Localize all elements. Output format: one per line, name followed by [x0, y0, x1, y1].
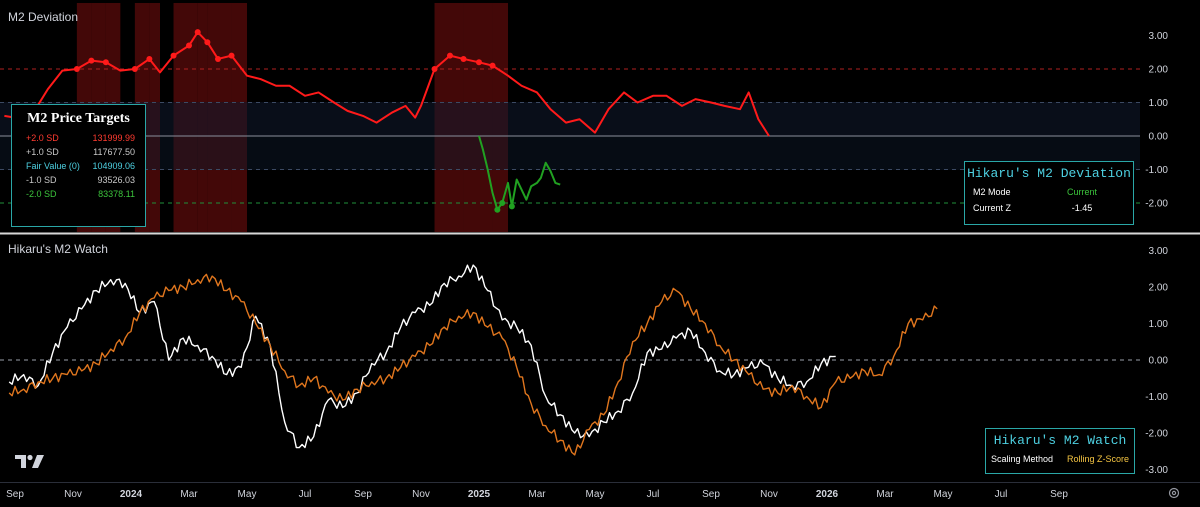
- deviation-series: [4, 29, 770, 213]
- gear-icon[interactable]: [1168, 487, 1180, 499]
- x-tick-label: Sep: [354, 489, 372, 500]
- price-target-row: Fair Value (0) 104909.06: [12, 159, 145, 173]
- price-target-row: -1.0 SD 93526.03: [12, 173, 145, 187]
- deviation-point: [489, 62, 496, 69]
- y-tick-label: -1.00: [1145, 165, 1168, 176]
- x-tick-label: Nov: [760, 489, 778, 500]
- deviation-point: [215, 55, 221, 62]
- tradingview-logo-icon[interactable]: [14, 452, 46, 470]
- price-target-label: -1.0 SD: [26, 175, 57, 185]
- deviation-point: [228, 52, 235, 59]
- scaling-method-value: Rolling Z-Score: [1066, 454, 1129, 464]
- watch-line: [8, 273, 938, 456]
- x-tick-label: Sep: [702, 489, 720, 500]
- x-tick-label: May: [238, 489, 257, 500]
- price-target-label: +1.0 SD: [26, 147, 59, 157]
- watch-series: [8, 264, 938, 456]
- deviation-point: [73, 66, 80, 72]
- y-tick-label: 2.00: [1149, 283, 1169, 294]
- price-target-label: -2.0 SD: [26, 189, 57, 199]
- price-target-label: +2.0 SD: [26, 133, 59, 143]
- x-tick-label: Nov: [412, 489, 430, 500]
- x-tick-label: May: [586, 489, 605, 500]
- y-tick-label: 1.00: [1149, 98, 1169, 109]
- watch-info-table: Hikaru's M2 Watch Scaling Method Rolling…: [985, 428, 1135, 474]
- x-tick-label: Jul: [299, 489, 312, 500]
- x-tick-label: May: [934, 489, 953, 500]
- x-tick-label: Nov: [64, 489, 82, 500]
- price-target-value: 104909.06: [92, 161, 135, 171]
- lower-band-shade: [0, 136, 1140, 170]
- time-axis[interactable]: Sep Nov 2024 Mar May Jul Sep Nov 2025 Mar May Jul Se…: [6, 489, 1068, 500]
- x-tick-label: Mar: [528, 489, 546, 500]
- deviation-info-title: Hikaru's M2 Deviation: [967, 166, 1131, 181]
- price-target-row: +1.0 SD 117677.50: [12, 145, 145, 159]
- x-tick-label: Sep: [1050, 489, 1068, 500]
- y-tick-label: 0.00: [1149, 132, 1169, 143]
- y-tick-label: -3.00: [1145, 465, 1168, 476]
- price-targets-table: M2 Price Targets +2.0 SD 131999.99 +1.0 SD…: [11, 104, 146, 227]
- price-target-row: +2.0 SD 131999.99: [12, 131, 145, 145]
- deviation-point: [194, 29, 201, 36]
- deviation-y-axis: 3.00 2.00 1.00 0.00 -1.00 -2.00: [1145, 31, 1168, 210]
- watch-line: [8, 264, 836, 449]
- deviation-point: [102, 59, 109, 66]
- deviation-info-value: Current: [1066, 187, 1097, 197]
- deviation-point: [170, 52, 177, 59]
- x-tick-label: 2025: [468, 489, 491, 500]
- price-target-value: 117677.50: [93, 147, 135, 157]
- deviation-info-key: Current Z: [973, 203, 1012, 213]
- deviation-point: [186, 42, 192, 49]
- y-tick-label: 1.00: [1149, 319, 1169, 330]
- deviation-line: [4, 31, 770, 137]
- y-tick-label: -2.00: [1145, 199, 1168, 210]
- top-panel-title: M2 Deviation: [8, 10, 78, 24]
- bottom-panel-title: Hikaru's M2 Watch: [8, 242, 108, 256]
- deviation-point: [146, 55, 153, 62]
- y-tick-label: 3.00: [1149, 246, 1169, 257]
- y-tick-label: -2.00: [1145, 429, 1168, 440]
- watch-info-row: Scaling Method Rolling Z-Score: [986, 451, 1134, 467]
- price-target-value: 83378.11: [98, 189, 135, 199]
- deviation-info-row: M2 Mode Current: [965, 184, 1133, 200]
- deviation-info-value: -1.45: [1071, 203, 1093, 213]
- upper-band-shade: [0, 102, 1140, 136]
- deviation-point: [494, 206, 501, 213]
- deviation-point: [447, 52, 453, 59]
- deviation-info-row: Current Z -1.45: [965, 200, 1133, 216]
- x-tick-label: Jul: [995, 489, 1008, 500]
- x-tick-label: Sep: [6, 489, 24, 500]
- deviation-point: [431, 66, 438, 72]
- deviation-line: [478, 135, 561, 211]
- x-tick-label: Jul: [647, 489, 660, 500]
- deviation-point: [476, 59, 482, 66]
- deviation-point: [88, 57, 95, 64]
- price-target-label: Fair Value (0): [26, 161, 80, 171]
- deviation-info-table: Hikaru's M2 Deviation M2 Mode Current Curr…: [964, 161, 1134, 225]
- x-tick-label: 2024: [120, 489, 143, 500]
- deviation-info-key: M2 Mode: [973, 187, 1011, 197]
- deviation-point: [460, 55, 467, 62]
- scaling-method-label: Scaling Method: [991, 454, 1054, 464]
- deviation-point: [499, 200, 506, 206]
- watch-y-axis: 3.00 2.00 1.00 0.00 -1.00 -2.00 -3.00: [1145, 246, 1168, 476]
- deviation-point: [131, 66, 138, 72]
- y-tick-label: 2.00: [1149, 65, 1169, 76]
- y-tick-label: 0.00: [1149, 356, 1169, 367]
- deviation-reference-lines: [0, 68, 1140, 204]
- price-target-value: 93526.03: [97, 175, 135, 185]
- x-tick-label: Mar: [876, 489, 894, 500]
- deviation-point: [508, 203, 515, 210]
- price-target-value: 131999.99: [92, 133, 135, 143]
- x-tick-label: Mar: [180, 489, 198, 500]
- y-tick-label: 3.00: [1149, 31, 1169, 42]
- price-target-row: -2.0 SD 83378.11: [12, 187, 145, 201]
- watch-info-title: Hikaru's M2 Watch: [993, 433, 1127, 448]
- price-targets-title: M2 Price Targets: [27, 111, 130, 126]
- deviation-point: [204, 39, 211, 46]
- x-tick-label: 2026: [816, 489, 839, 500]
- y-tick-label: -1.00: [1145, 392, 1168, 403]
